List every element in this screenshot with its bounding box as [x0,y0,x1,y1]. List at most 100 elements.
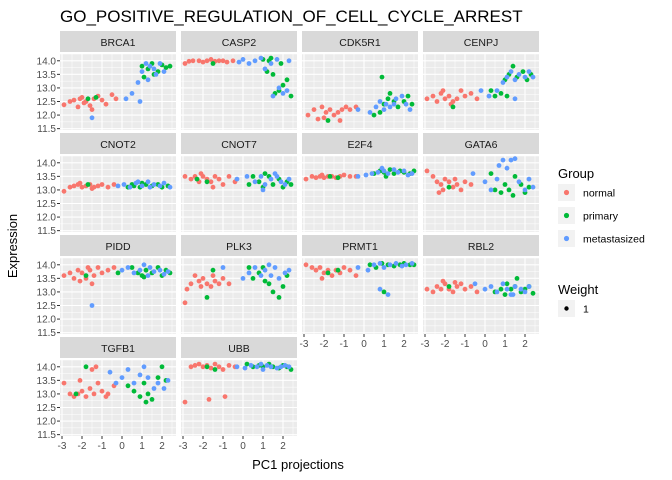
x-tick-label: -1 [219,441,228,452]
panel-rbl2: RBL2 -3 -2 -1 0 1 2 [421,235,539,350]
point-metastasized [496,163,502,168]
point-metastasized [268,364,274,370]
point-normal [347,107,353,112]
point-normal [99,97,105,103]
point-normal [210,273,216,278]
point-normal [91,273,97,278]
point-normal [341,172,347,178]
point-normal [450,289,456,295]
point-normal [75,104,81,110]
panel-bg-tgfb1 [60,360,176,436]
point-primary [514,276,520,281]
point-metastasized [125,367,131,372]
panel-bg-cdk5r1 [302,54,418,130]
point-metastasized [530,184,536,190]
point-primary [194,176,200,182]
point-normal [61,273,67,278]
point-primary [85,182,91,187]
point-normal [196,58,202,64]
y-tick-label: 12.5 [37,199,57,210]
point-primary [210,267,216,273]
point-normal [440,187,446,193]
point-metastasized [286,267,292,273]
point-primary [159,364,165,370]
point-metastasized [512,96,518,102]
point-metastasized [141,262,147,268]
point-normal [182,61,188,66]
legend-group-title: Group [558,166,594,181]
point-primary [504,93,510,99]
panel-plk3: PLK3 [181,235,297,334]
point-normal [458,88,464,93]
point-metastasized [488,284,494,289]
strip-label-tgfb1: TGFB1 [101,343,135,355]
y-tick-label: 12.5 [37,97,57,108]
point-primary [131,388,137,394]
point-metastasized [405,172,411,178]
point-metastasized [393,261,399,266]
x-axis-title: PC1 projections [252,457,344,472]
x-tick-label: 2 [159,441,165,452]
point-primary [270,182,276,187]
gridlines-casp2 [181,53,297,130]
x-tick-label: 1 [260,441,266,452]
point-metastasized [145,77,151,83]
point-metastasized [530,74,536,80]
point-normal [77,278,83,284]
point-primary [270,289,276,295]
point-metastasized [252,58,258,64]
legend: Group normal primary metastasized Weight… [558,166,645,317]
point-normal [89,107,95,112]
point-primary [335,267,341,273]
panel-e2f4: E2F4 [302,133,418,232]
panel-brca1: BRCA1 11.5 12.0 12.5 13.0 13.5 14.0 [37,31,176,135]
point-normal [200,364,206,370]
facet-panels: BRCA1 11.5 12.0 12.5 13.0 13.5 14.0 CASP2 CDK5R1… [37,31,539,452]
point-normal [204,281,210,287]
point-metastasized [385,171,391,177]
point-normal [61,188,67,194]
point-normal [462,286,468,292]
point-primary [492,93,498,99]
point-metastasized [403,262,409,268]
point-primary [155,375,161,380]
point-primary [492,187,498,193]
point-normal [75,267,81,273]
point-primary [266,281,272,287]
point-normal [462,179,468,185]
x-tick-label: -1 [340,339,349,350]
point-normal [105,267,111,273]
point-normal [198,171,204,177]
point-primary [488,171,494,177]
point-metastasized [274,57,280,62]
point-normal [83,394,89,399]
point-normal [188,364,194,370]
strip-cnot7 [181,133,297,154]
point-metastasized [131,380,137,386]
strip-ubb [181,337,297,358]
point-normal [343,104,349,110]
point-metastasized [407,107,413,112]
strip-tgfb1 [60,337,176,358]
strip-label-cnot7: CNOT7 [221,139,257,151]
y-tick-label: 11.5 [37,430,56,441]
point-primary [327,174,333,179]
point-metastasized [482,179,488,185]
panel-tgfb1: TGFB1 11.5 12.0 12.5 13.0 13.5 14.0 -3 -2 -1 0 1 2 [37,337,176,452]
y-tick-label: 11.5 [37,124,56,135]
point-metastasized [385,292,391,297]
point-metastasized [282,270,288,276]
point-primary [125,383,131,389]
point-normal [79,184,85,190]
strip-cdk5r1 [302,31,418,52]
point-metastasized [240,276,246,281]
point-metastasized [518,286,524,292]
x-tick-label: -3 [179,441,188,452]
point-metastasized [137,372,143,378]
point-normal [347,174,353,179]
point-primary [268,55,274,61]
point-metastasized [242,365,248,371]
point-normal [212,278,218,284]
point-normal [458,281,464,287]
point-metastasized [252,265,258,270]
